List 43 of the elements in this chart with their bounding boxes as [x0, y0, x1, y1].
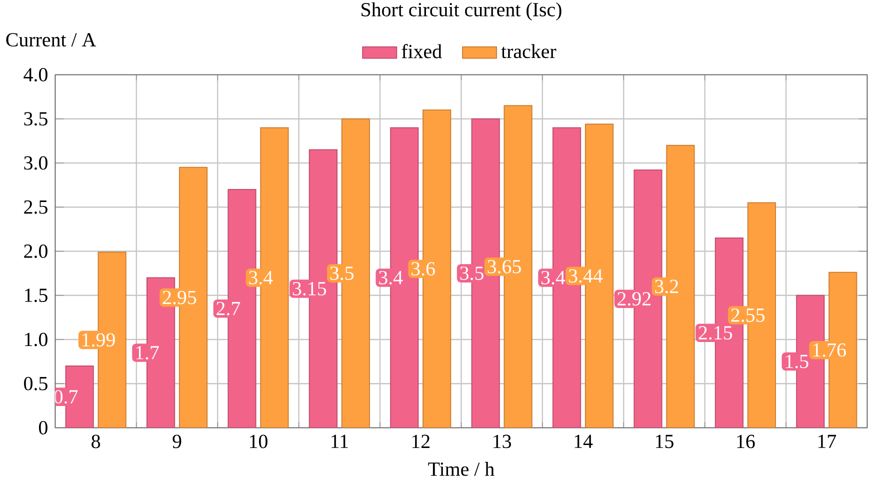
data-label: 3.5 — [460, 266, 484, 280]
data-label: 3.5 — [330, 266, 354, 280]
data-label: 1.76 — [813, 343, 846, 357]
x-tick-label: 12 — [412, 434, 430, 448]
y-tick-label: 3.0 — [24, 156, 48, 170]
data-label: 2.7 — [216, 302, 240, 316]
x-tick-label: 14 — [574, 434, 593, 448]
y-tick-label: 1.5 — [25, 288, 48, 302]
y-tick-label: 2.5 — [24, 200, 48, 214]
y-tick-label: 1.0 — [25, 332, 48, 346]
y-tick-label: 0.5 — [24, 376, 48, 390]
chart-title: Short circuit current (Isc) — [362, 2, 562, 20]
data-label: 3.65 — [488, 260, 521, 274]
legend-label: tracker — [501, 44, 556, 58]
y-axis-title: Current / A — [6, 33, 96, 47]
data-label: 2.15 — [698, 326, 732, 340]
data-label: 3.4 — [541, 270, 566, 284]
y-tick-label: 3.5 — [24, 112, 48, 126]
data-label: 3.44 — [568, 269, 603, 283]
y-tick-label: 0 — [38, 421, 48, 434]
x-tick-label: 11 — [332, 434, 348, 448]
y-tick-label: 2.0 — [24, 244, 48, 258]
data-label: 3.4 — [379, 270, 403, 284]
data-label: 3.6 — [412, 262, 435, 276]
data-label: 2.55 — [731, 308, 765, 322]
data-label: 1.99 — [82, 333, 115, 347]
data-label: 3.15 — [292, 282, 326, 296]
x-axis-title: Time / h — [428, 462, 494, 476]
data-label: 2.95 — [162, 290, 196, 304]
x-tick-label: 9 — [172, 434, 182, 448]
x-tick-label: 13 — [494, 434, 512, 448]
data-label: 1.7 — [136, 346, 159, 360]
data-label: 3.2 — [655, 280, 678, 294]
data-label: 3.4 — [249, 270, 273, 284]
x-tick-label: 10 — [250, 434, 268, 448]
x-tick-label: 8 — [92, 434, 100, 448]
legend-label: fixed — [402, 44, 442, 58]
x-tick-label: 16 — [737, 434, 755, 448]
data-label: 1.5 — [786, 354, 808, 368]
y-tick-label: 4.0 — [24, 68, 48, 82]
x-tick-label: 15 — [656, 434, 674, 448]
data-label: 2.92 — [618, 292, 651, 306]
x-tick-label: 17 — [818, 434, 836, 448]
